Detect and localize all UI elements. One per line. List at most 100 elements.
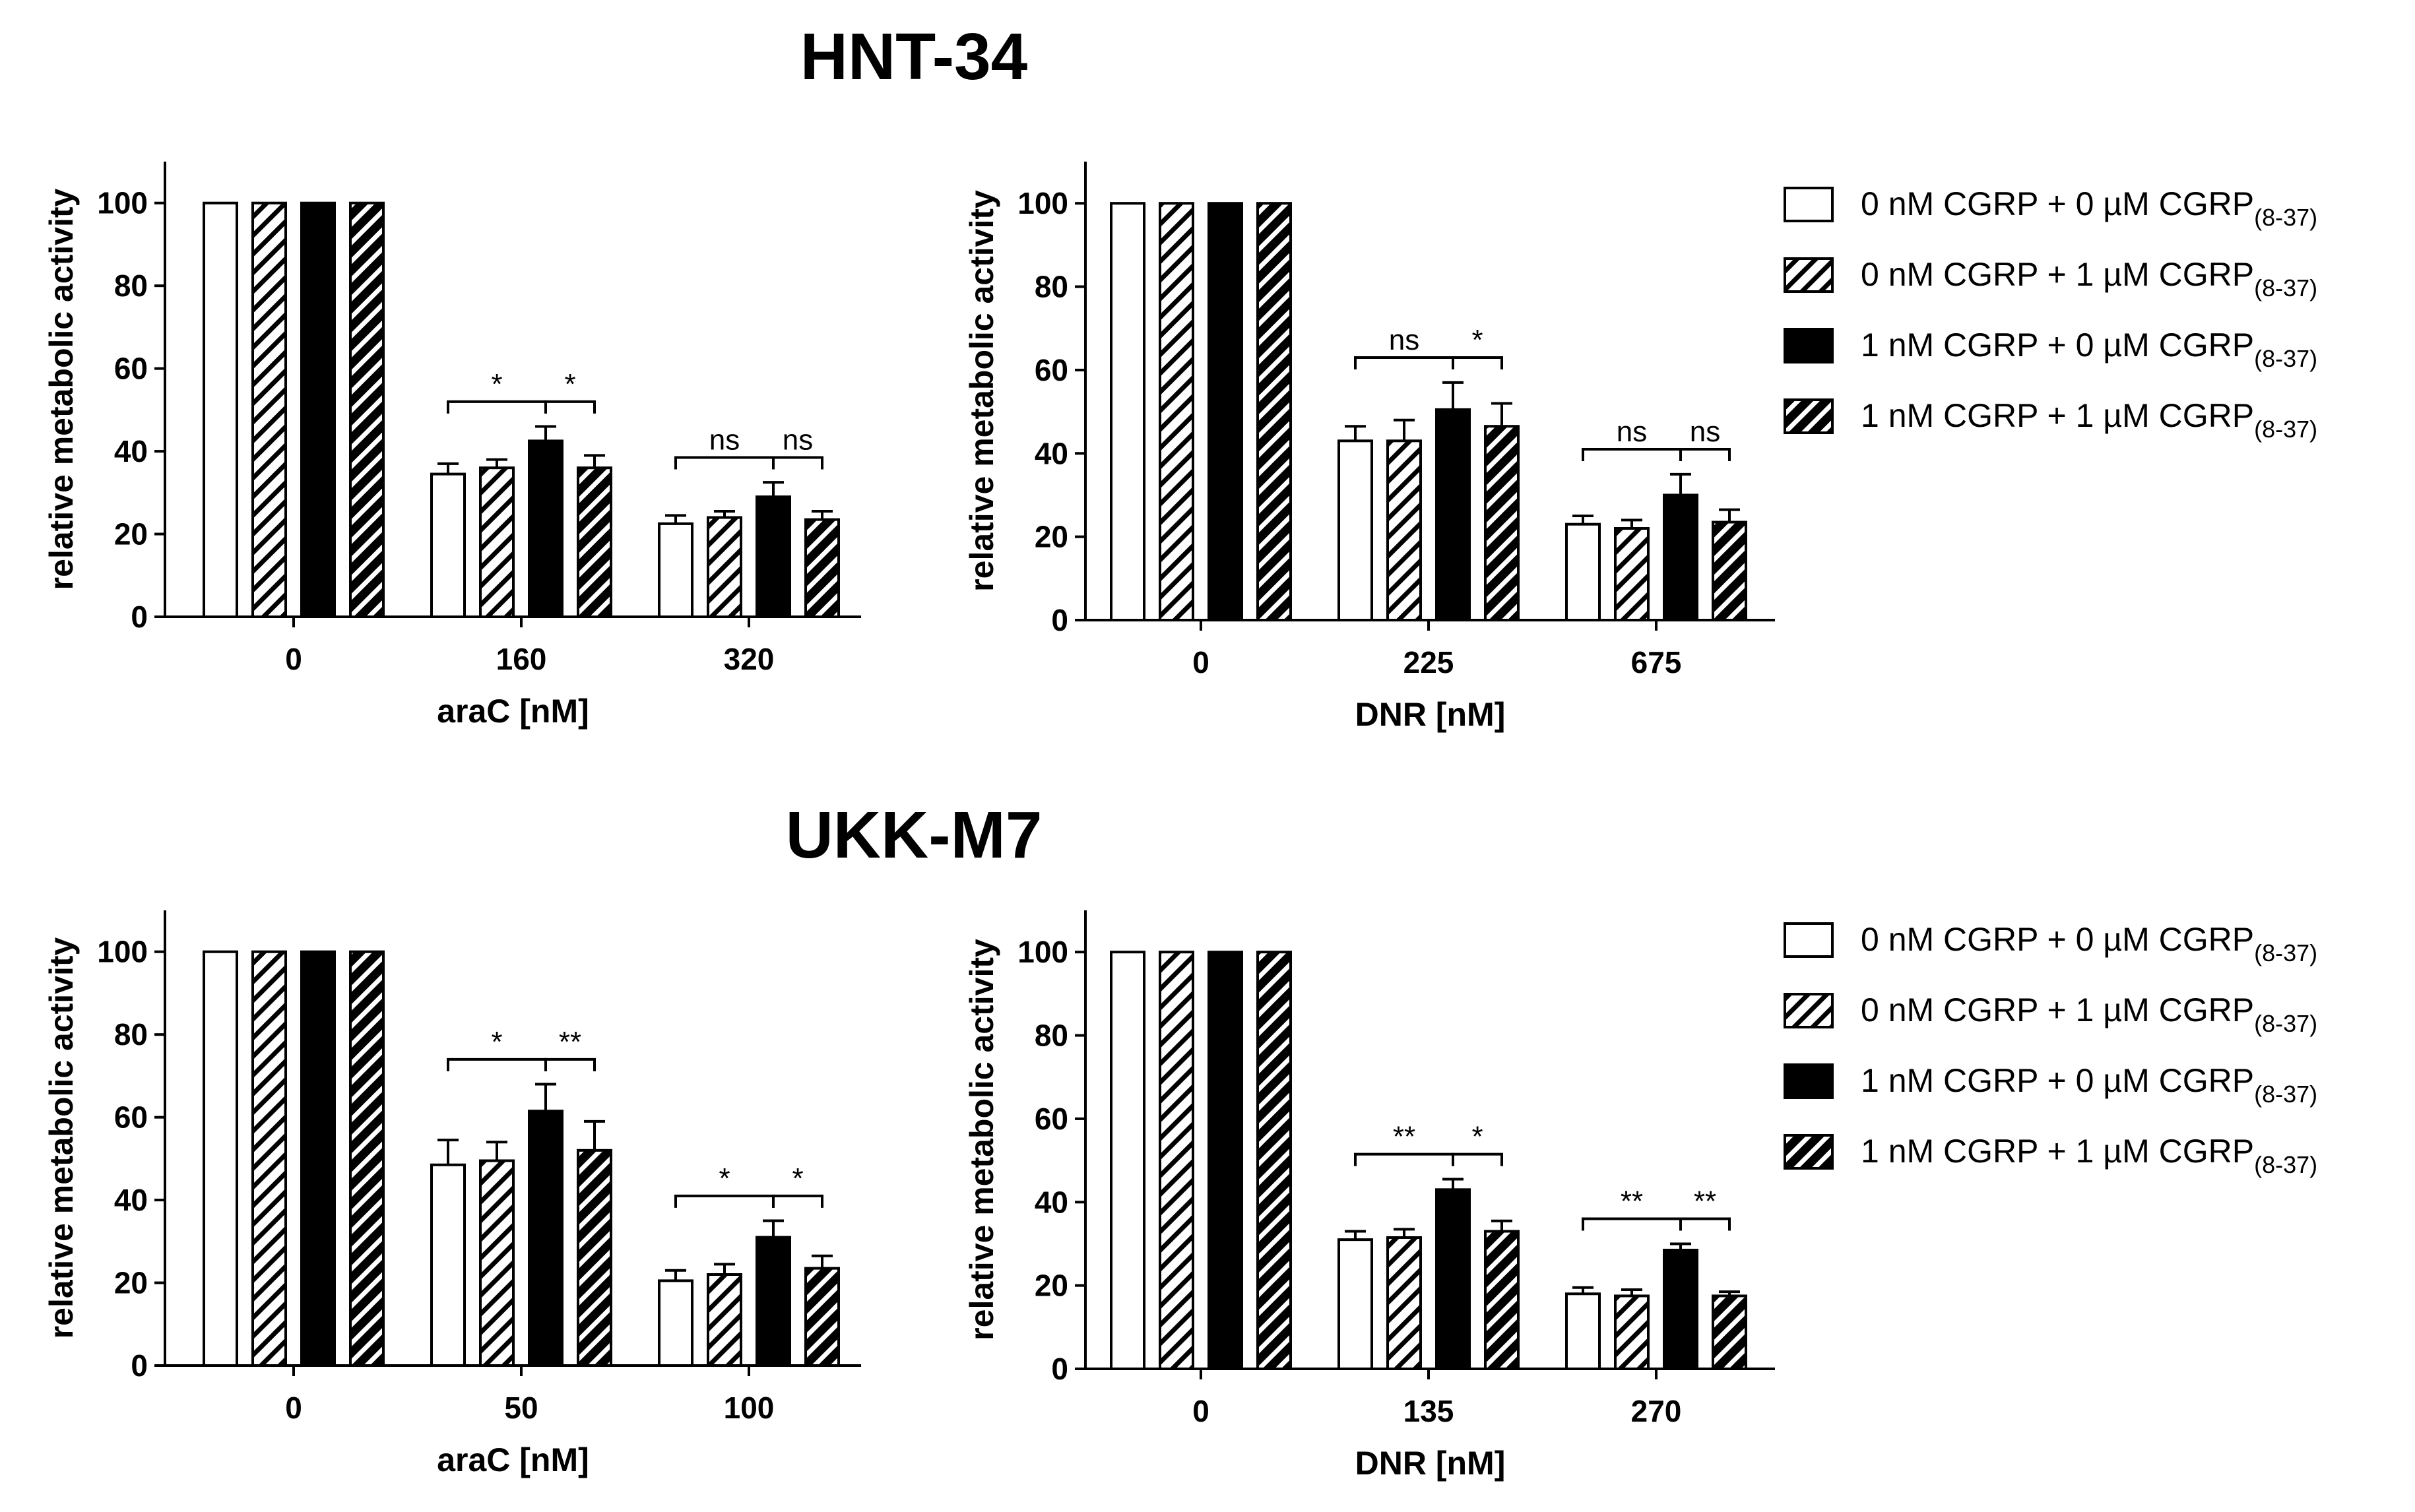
y-tick-label: 80 xyxy=(1035,270,1068,304)
y-axis-label: relative metabolic activity xyxy=(43,189,80,590)
significance-bracket xyxy=(544,400,596,414)
bar xyxy=(756,1236,791,1367)
y-tick-label: 60 xyxy=(114,1100,148,1135)
significance-bracket xyxy=(1452,356,1503,369)
significance-label: * xyxy=(564,368,575,400)
significance-bracket xyxy=(674,1194,775,1208)
y-tick-label: 0 xyxy=(131,1348,148,1383)
y-tick-label: 80 xyxy=(114,268,148,303)
y-tick-label: 100 xyxy=(97,935,148,969)
bar xyxy=(203,201,238,618)
bar xyxy=(577,466,612,618)
bar xyxy=(1337,1238,1373,1370)
bar xyxy=(658,522,693,619)
significance-bracket xyxy=(674,456,775,470)
bar xyxy=(1337,439,1373,621)
bar xyxy=(1386,1236,1422,1371)
significance-bracket xyxy=(1354,1152,1454,1166)
y-tick-label: 60 xyxy=(114,352,148,386)
bar xyxy=(1712,1294,1747,1370)
y-tick-label: 80 xyxy=(1035,1019,1068,1053)
bar xyxy=(1663,493,1698,621)
legend-label: 0 nM CGRP + 1 µM CGRP(8-37) xyxy=(1861,256,2317,301)
legend-label: 1 nM CGRP + 1 µM CGRP(8-37) xyxy=(1861,397,2317,443)
legend-swatch xyxy=(1784,187,1834,222)
x-tick-label: 0 xyxy=(285,1391,302,1425)
x-axis-label: araC [nM] xyxy=(437,693,589,730)
title-ukkm7: UKK-M7 xyxy=(786,798,1043,872)
legend-swatch xyxy=(1784,922,1834,958)
significance-label: * xyxy=(792,1162,803,1195)
legend-swatch xyxy=(1784,257,1834,293)
bar xyxy=(1712,520,1747,621)
x-tick-label: 270 xyxy=(1631,1394,1682,1428)
bar xyxy=(479,466,515,618)
significance-bracket xyxy=(447,400,547,414)
significance-label: ns xyxy=(1389,324,1419,356)
bar xyxy=(1110,951,1145,1370)
bar xyxy=(658,1279,693,1367)
bar xyxy=(1159,202,1194,621)
y-tick-label: 40 xyxy=(1035,436,1068,470)
x-tick-label: 320 xyxy=(724,642,775,676)
bar xyxy=(300,950,336,1367)
x-tick-label: 0 xyxy=(285,642,302,676)
legends: 0 nM CGRP + 0 µM CGRP(8-37) 0 nM CGRP + 1… xyxy=(1784,185,2317,1178)
significance-bracket xyxy=(1582,1217,1682,1231)
bar xyxy=(707,1273,742,1367)
x-axis-label: DNR [nM] xyxy=(1355,696,1506,733)
bar xyxy=(1256,951,1292,1370)
bar xyxy=(1565,1292,1601,1370)
y-tick-label: 100 xyxy=(97,186,148,220)
x-tick-label: 100 xyxy=(724,1391,775,1425)
significance-bracket xyxy=(772,456,823,470)
significance-label: ns xyxy=(1690,416,1720,448)
bar xyxy=(1208,951,1243,1370)
significance-label: * xyxy=(491,368,502,400)
legend-label: 0 nM CGRP + 0 µM CGRP(8-37) xyxy=(1861,185,2317,231)
bar xyxy=(1435,1188,1471,1371)
x-tick-label: 0 xyxy=(1192,1394,1209,1428)
bar xyxy=(349,201,385,618)
y-tick-label: 0 xyxy=(131,600,148,634)
bar xyxy=(203,950,238,1367)
bar xyxy=(1110,202,1145,621)
legend-swatch xyxy=(1784,328,1834,363)
significance-bracket xyxy=(1582,447,1682,461)
bar xyxy=(804,1267,840,1368)
significance-bracket xyxy=(544,1057,596,1071)
significance-label: ** xyxy=(559,1026,581,1058)
bar xyxy=(1256,202,1292,621)
bar xyxy=(528,439,564,619)
significance-bracket xyxy=(447,1057,547,1071)
bar xyxy=(251,201,287,618)
bar xyxy=(756,495,791,618)
x-tick-label: 225 xyxy=(1403,645,1454,679)
bar xyxy=(804,518,840,618)
legend-0: 0 nM CGRP + 0 µM CGRP(8-37) 0 nM CGRP + 1… xyxy=(1784,185,2317,443)
significance-label: ns xyxy=(783,424,813,457)
significance-label: ns xyxy=(709,424,740,457)
significance-label: * xyxy=(719,1162,730,1195)
title-hnt34: HNT-34 xyxy=(800,20,1028,94)
significance-label: * xyxy=(1471,1121,1483,1153)
chart-panel-0: 0 20 40 60 80 100 0 160 320 araC [nM] relative met… xyxy=(43,162,861,730)
x-tick-label: 135 xyxy=(1403,1394,1454,1428)
bar xyxy=(251,950,287,1367)
legend-label: 0 nM CGRP + 1 µM CGRP(8-37) xyxy=(1861,992,2317,1037)
significance-bracket xyxy=(1679,1217,1731,1231)
legend-swatch xyxy=(1784,398,1834,434)
bar xyxy=(1614,1294,1650,1370)
significance-label: ** xyxy=(1393,1121,1415,1153)
significance-bracket xyxy=(772,1194,823,1208)
x-tick-label: 675 xyxy=(1631,645,1682,679)
significance-label: ns xyxy=(1617,416,1647,448)
significance-bracket xyxy=(1354,356,1454,369)
x-tick-label: 160 xyxy=(496,642,547,676)
significance-label: ** xyxy=(1621,1185,1643,1218)
x-axis-label: araC [nM] xyxy=(437,1441,589,1478)
legend-label: 1 nM CGRP + 1 µM CGRP(8-37) xyxy=(1861,1133,2317,1178)
bar xyxy=(1565,522,1601,621)
x-tick-label: 0 xyxy=(1192,645,1209,679)
